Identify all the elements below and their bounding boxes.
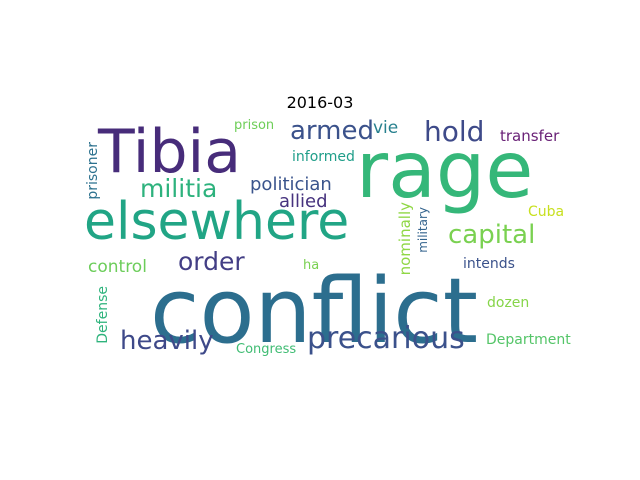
word-conflict: conflict [150, 259, 479, 364]
word-ha: ha [303, 258, 320, 273]
chart-title: 2016-03 [286, 93, 354, 112]
word-rage: rage [356, 126, 534, 216]
word-prison: prison [234, 118, 275, 133]
word-hold: hold [424, 115, 485, 148]
word-precarious: precarious [307, 321, 465, 356]
word-control: control [88, 257, 147, 277]
word-cloud: conflict rage elsewhere Tibia precarious… [78, 118, 578, 378]
word-transfer: transfer [500, 127, 560, 145]
word-politician: politician [250, 174, 332, 195]
word-nominally: nominally [396, 202, 414, 276]
word-militia: militia [140, 174, 218, 203]
word-defense: Defense [95, 286, 111, 344]
word-tibia: Tibia [98, 117, 241, 187]
word-dozen: dozen [487, 295, 530, 311]
word-congress: Congress [236, 342, 297, 357]
word-military: military [416, 207, 430, 253]
word-intends: intends [463, 256, 515, 272]
word-allied: allied [279, 191, 328, 212]
word-armed: armed [290, 116, 374, 146]
word-capital: capital [448, 220, 536, 250]
word-elsewhere: elsewhere [84, 192, 350, 252]
word-order: order [178, 247, 245, 276]
word-prisoner: prisoner [85, 142, 101, 200]
word-vie: vie [373, 118, 399, 138]
word-heavily: heavily [120, 326, 214, 356]
word-cuba: Cuba [528, 204, 565, 220]
word-department: Department [486, 332, 571, 348]
word-informed: informed [292, 149, 355, 165]
